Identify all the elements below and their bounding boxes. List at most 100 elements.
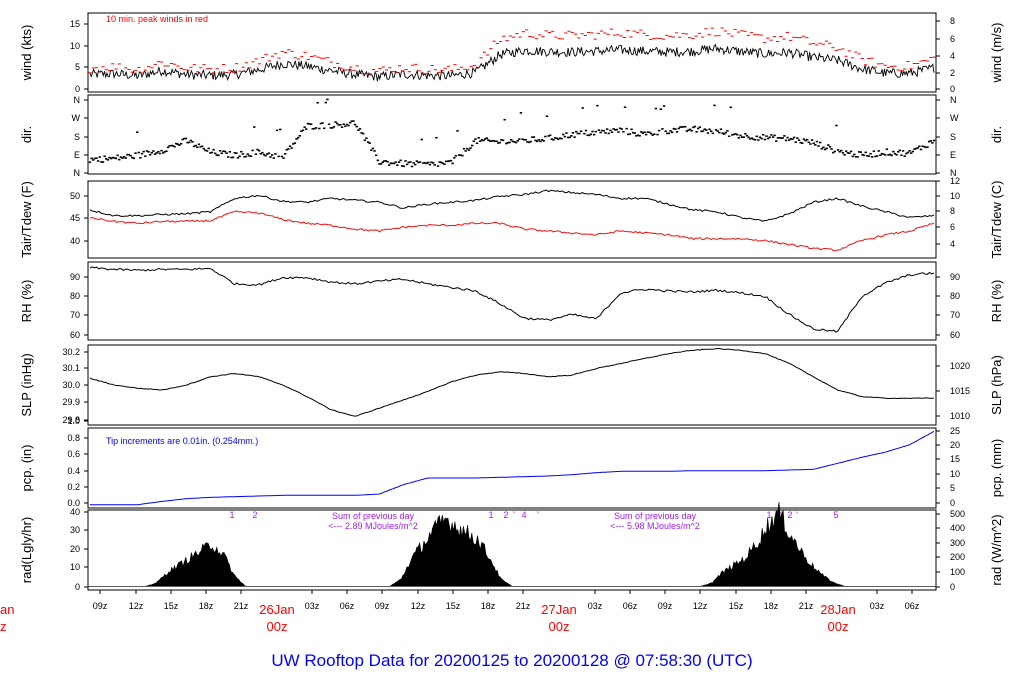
panel-frame-wind [87, 12, 937, 93]
series-dir-0 [88, 98, 936, 168]
panel-frame-dir [87, 94, 937, 175]
series-rh-0 [89, 266, 935, 333]
tick-label-right-wind: 0 [950, 84, 955, 94]
time-tick-label: 18z [481, 601, 496, 611]
tick-label-left-wind: 10 [70, 41, 80, 51]
tick-label-left-slp: 29.9 [62, 397, 80, 407]
cloud-mark: ' [796, 510, 798, 520]
tick-label-right-dir: S [950, 132, 956, 142]
tick-label-left-wind: 15 [70, 19, 80, 29]
panel-frame-temp [87, 180, 937, 259]
tick-label-right-slp: 1020 [950, 361, 970, 371]
time-tick-label: 18z [764, 601, 779, 611]
tick-label-left-pcp: 1.0 [67, 416, 80, 426]
cloud-mark: 2 [252, 510, 257, 520]
tick-label-left-slp: 30.0 [62, 380, 80, 390]
time-tick-label: 18z [199, 601, 214, 611]
tick-label-right-slp: 1015 [950, 386, 970, 396]
ylabel-rad: rad(Lgly/hr) [19, 517, 34, 583]
tick-label-left-slp: 30.1 [62, 363, 80, 373]
tick-label-left-rh: 60 [70, 330, 80, 340]
rad-sum-line1: Sum of previous day [332, 511, 415, 521]
tick-label-right-rh: 60 [950, 330, 960, 340]
tick-label-left-dir: S [74, 132, 80, 142]
tick-label-right-temp: 4 [950, 239, 955, 249]
cloud-mark: ' [537, 510, 539, 520]
tick-label-left-wind: 0 [75, 84, 80, 94]
panel-frame-rad [87, 509, 937, 591]
cloud-mark: 1 [488, 510, 493, 520]
tick-label-left-slp: 30.2 [62, 347, 80, 357]
tick-label-left-dir: N [74, 95, 81, 105]
time-tick-label: 12z [129, 601, 144, 611]
tick-label-left-slp: 29.8 [62, 415, 80, 425]
tick-label-left-pcp: 0.2 [67, 482, 80, 492]
tick-label-right-pcp: 0 [950, 498, 955, 508]
time-tick-label: 09z [658, 601, 673, 611]
day-hour-label: 00z [549, 619, 570, 634]
cloud-mark: 2 [503, 510, 508, 520]
ylabel-right-temp: Tair/Tdew (C) [989, 180, 1004, 258]
panel-frame-pcp [87, 427, 937, 509]
rad-sum-line2: <--- 5.98 MJoules/m^2 [610, 521, 700, 531]
tick-label-right-wind: 8 [950, 16, 955, 26]
tick-label-left-dir: N [74, 168, 81, 178]
time-tick-label: 15z [164, 601, 179, 611]
cloud-mark: ' [513, 510, 515, 520]
ylabel-slp: SLP (inHg) [19, 353, 34, 416]
cloud-mark: 5 [833, 510, 838, 520]
tick-label-right-dir: W [950, 113, 959, 123]
tick-label-right-temp: 6 [950, 222, 955, 232]
time-tick-label: 03z [870, 601, 885, 611]
time-tick-label: 12z [693, 601, 708, 611]
tick-label-left-pcp: 0.6 [67, 449, 80, 459]
tick-label-right-rad: 300 [950, 538, 965, 548]
tick-label-right-rad: 500 [950, 509, 965, 519]
time-tick-label: 09z [375, 601, 390, 611]
tick-label-left-pcp: 0.8 [67, 433, 80, 443]
day-hour-label: 00z [828, 619, 849, 634]
tick-label-left-pcp: 0.4 [67, 466, 80, 476]
tick-label-right-temp: 8 [950, 206, 955, 216]
tick-label-right-rh: 80 [950, 291, 960, 301]
time-tick-label: 06z [340, 601, 355, 611]
tick-label-right-dir: N [950, 168, 957, 178]
time-tick-label: 12z [411, 601, 426, 611]
time-tick-label: 06z [623, 601, 638, 611]
tick-label-right-rh: 70 [950, 310, 960, 320]
tick-label-left-dir: E [74, 150, 80, 160]
rad-sum-line2: <--- 2.89 MJoules/m^2 [328, 521, 418, 531]
ylabel-right-dir: dir. [989, 126, 1004, 143]
ylabel-right-pcp: pcp. (mm) [989, 439, 1004, 498]
chart-title: UW Rooftop Data for 20200125 to 20200128… [271, 651, 752, 670]
day-label: 28Jan [820, 602, 855, 617]
tick-label-left-temp: 40 [70, 236, 80, 246]
ylabel-dir: dir. [19, 126, 34, 143]
time-tick-label: 21z [799, 601, 814, 611]
tick-label-right-pcp: 20 [950, 440, 960, 450]
tick-label-right-rh: 90 [950, 272, 960, 282]
cloud-mark: 1 [229, 510, 234, 520]
tick-label-left-dir: W [72, 113, 81, 123]
tick-label-left-rad: 20 [70, 544, 80, 554]
time-tick-label: 03z [305, 601, 320, 611]
tick-label-right-dir: N [950, 95, 957, 105]
time-tick-label: 09z [93, 601, 108, 611]
tick-label-left-rh: 70 [70, 310, 80, 320]
tick-label-right-pcp: 10 [950, 469, 960, 479]
tick-label-left-rad: 30 [70, 525, 80, 535]
tick-label-right-pcp: 15 [950, 454, 960, 464]
rad-sum-line1: Sum of previous day [614, 511, 697, 521]
series-wind-1 [88, 27, 936, 75]
tick-label-left-pcp: 0.0 [67, 498, 80, 508]
tick-label-right-temp: 10 [950, 191, 960, 201]
tick-label-right-pcp: 5 [950, 483, 955, 493]
time-tick-label: 15z [446, 601, 461, 611]
tick-label-right-rad: 100 [950, 567, 965, 577]
tick-label-left-rh: 80 [70, 291, 80, 301]
tick-label-right-wind: 4 [950, 51, 955, 61]
time-tick-label: 06z [905, 601, 920, 611]
series-rad-0 [87, 501, 937, 587]
time-tick-label: 15z [729, 601, 744, 611]
